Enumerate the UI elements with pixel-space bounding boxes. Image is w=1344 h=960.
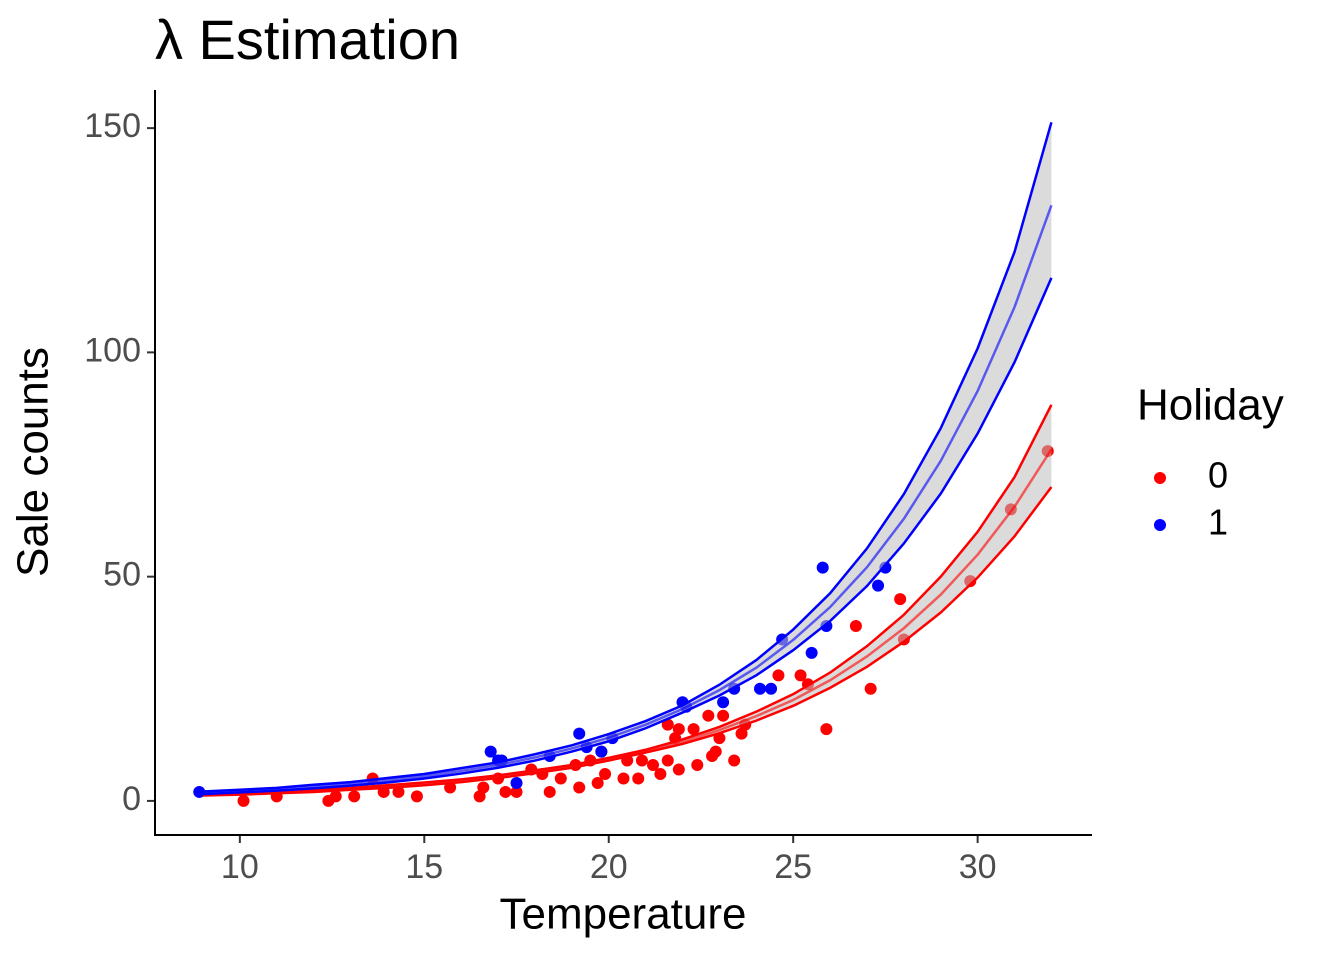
point (635, 754, 648, 767)
point (816, 561, 829, 574)
point (632, 772, 645, 785)
point (348, 790, 361, 803)
point (691, 759, 704, 772)
x-tick-label: 10 (221, 848, 259, 886)
x-tick-label: 30 (959, 848, 997, 886)
point (753, 682, 766, 695)
point (661, 718, 674, 731)
legend-label: 1 (1208, 502, 1228, 543)
legend-title: Holiday (1137, 381, 1284, 430)
x-tick-label: 15 (405, 848, 443, 886)
point (717, 696, 730, 709)
point (820, 723, 833, 736)
y-tick-label: 0 (122, 780, 141, 818)
point (794, 669, 807, 682)
y-tick-label: 100 (84, 331, 141, 369)
point (709, 745, 722, 758)
point (849, 619, 862, 632)
point (728, 754, 741, 767)
point (329, 790, 342, 803)
x-axis-label: Temperature (499, 890, 746, 939)
point (499, 785, 512, 798)
x-tick-label: 25 (774, 848, 812, 886)
point (805, 646, 818, 659)
point (735, 727, 748, 740)
point (772, 669, 785, 682)
point (477, 781, 490, 794)
point (599, 768, 612, 781)
legend-label: 0 (1208, 455, 1228, 496)
y-tick-label: 150 (84, 107, 141, 145)
point (872, 579, 885, 592)
fit-line (202, 448, 1053, 797)
point (510, 776, 523, 789)
chart-title: λ Estimation (155, 8, 460, 71)
point (661, 754, 674, 767)
legend-key (1154, 472, 1166, 484)
x-tick-label: 20 (590, 848, 628, 886)
band-lower-line (202, 277, 1053, 796)
point (687, 723, 700, 736)
point (672, 723, 685, 736)
point (543, 785, 556, 798)
point (392, 785, 405, 798)
point (473, 790, 486, 803)
point (672, 763, 685, 776)
fit-line (202, 204, 1053, 795)
point (595, 745, 608, 758)
point (647, 759, 660, 772)
point (864, 682, 877, 695)
point (717, 709, 730, 722)
point (484, 745, 497, 758)
point (894, 593, 907, 606)
point (617, 772, 630, 785)
point (702, 709, 715, 722)
y-axis-label: Sale counts (9, 347, 58, 577)
point (573, 727, 586, 740)
point (573, 781, 586, 794)
point (654, 768, 667, 781)
point (510, 785, 523, 798)
point (193, 785, 206, 798)
point (237, 794, 250, 807)
legend-key (1154, 519, 1166, 531)
point (591, 776, 604, 789)
band-lower-line (202, 486, 1053, 797)
y-tick-label: 50 (103, 556, 141, 594)
point (410, 790, 423, 803)
point (554, 772, 567, 785)
point (765, 682, 778, 695)
band-upper-line (202, 121, 1053, 793)
